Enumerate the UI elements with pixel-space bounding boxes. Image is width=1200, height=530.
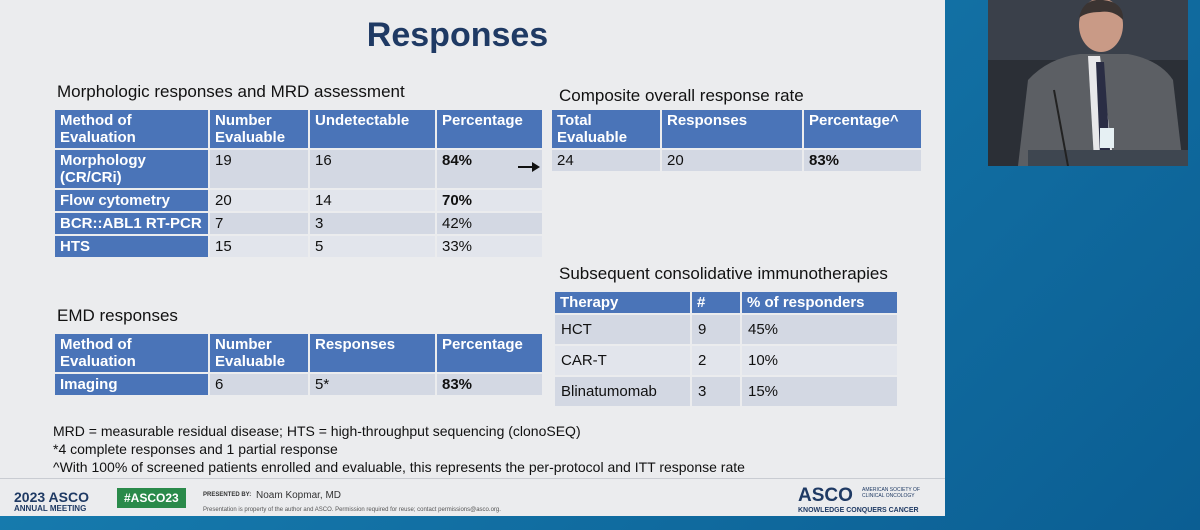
note: *4 complete responses and 1 partial resp… — [53, 441, 338, 457]
table-cell: 84% — [437, 150, 542, 188]
table-cell: 15% — [742, 377, 897, 406]
table-row: 24 20 83% — [552, 150, 921, 171]
meeting-name: ANNUAL MEETING — [14, 504, 87, 513]
presented-by: PRESENTED BY: — [203, 492, 252, 498]
heading: EMD responses — [57, 306, 178, 325]
table: Therapy #% of responders HCT 9 45% CAR-T 2 10% B… — [553, 290, 899, 408]
column-header: Percentage — [437, 110, 542, 148]
table-cell: 19 — [210, 150, 308, 188]
notes: MRD = measurable residual disease; HTS =… — [53, 423, 745, 477]
note: MRD = measurable residual disease; HTS =… — [53, 423, 581, 439]
table-row: Blinatumomab 3 15% — [555, 377, 897, 406]
table-cell: Blinatumomab — [555, 377, 690, 406]
slide-title: Responses — [366, 16, 549, 54]
table-cell: BCR::ABL1 RT-PCR — [55, 213, 208, 234]
table-cell: Flow cytometry — [55, 190, 208, 211]
heading: Morphologic responses and MRD assessment — [57, 82, 405, 101]
table-cell: Morphology (CR/CRi) — [55, 150, 208, 188]
table-row: HTS 15 5 33% — [55, 236, 542, 257]
heading: Subsequent consolidative immunotherapies — [559, 264, 888, 283]
header-row: Method of Evaluation Number Evaluable Unde… — [55, 110, 542, 148]
logo: ASCO — [798, 485, 853, 506]
column-header: % of responders — [742, 292, 897, 313]
column-header: # — [692, 292, 740, 313]
table-cell: 6 — [210, 374, 308, 395]
column-header: Percentage — [437, 334, 542, 372]
table-cell: CAR-T — [555, 346, 690, 375]
meeting-year: 2023 ASCO — [14, 489, 89, 505]
table: Method of Evaluation Number Evaluable Resp… — [53, 332, 544, 397]
table-cell: 14 — [310, 190, 435, 211]
disclaimer: Presentation is property of the author a… — [203, 507, 501, 513]
table-cell: 2 — [692, 346, 740, 375]
table-cell: 16 — [310, 150, 435, 188]
table-cell: 33% — [437, 236, 542, 257]
table-cell: 9 — [692, 315, 740, 344]
column-header: Total Evaluable — [552, 110, 660, 148]
table-cell: 5* — [310, 374, 435, 395]
column-header: Method of Evaluation — [55, 334, 208, 372]
slide: Responses Morphologic responses and MRD … — [0, 0, 945, 516]
column-header: Method of Evaluation — [55, 110, 208, 148]
note: ^With 100% of screened patients enrolled… — [53, 459, 745, 475]
footer: 2023 ASCO ANNUAL MEETING #ASCO23 PRESENT… — [0, 478, 945, 517]
table-row: HCT 9 45% — [555, 315, 897, 344]
table-cell: 20 — [210, 190, 308, 211]
header-row: Method of Evaluation Number Evaluable Resp… — [55, 334, 542, 372]
table-cell: 3 — [692, 377, 740, 406]
header-row: Therapy #% of responders — [555, 292, 897, 313]
table: Total Evaluable Responses Percentage^ 24 20 8… — [550, 108, 923, 173]
column-header: Undetectable — [310, 110, 435, 148]
speaker-video — [988, 0, 1188, 166]
tagline: KNOWLEDGE CONQUERS CANCER — [798, 507, 919, 514]
table-cell: HCT — [555, 315, 690, 344]
arrow — [518, 162, 540, 172]
presenter: Noam Kopmar, MD — [256, 490, 342, 501]
table-cell: 83% — [437, 374, 542, 395]
heading: Composite overall response rate — [559, 86, 804, 105]
table-cell: 7 — [210, 213, 308, 234]
table-row: BCR::ABL1 RT-PCR 7 3 42% — [55, 213, 542, 234]
table-cell: HTS — [55, 236, 208, 257]
column-header: Number Evaluable — [210, 110, 308, 148]
table: Method of Evaluation Number Evaluable Unde… — [53, 108, 544, 259]
column-header: Responses — [310, 334, 435, 372]
table-row: Flow cytometry 20 14 70% — [55, 190, 542, 211]
table-cell: 5 — [310, 236, 435, 257]
table-cell: 3 — [310, 213, 435, 234]
column-header: Therapy — [555, 292, 690, 313]
table-row: Imaging 6 5* 83% — [55, 374, 542, 395]
table-cell: 83% — [804, 150, 921, 171]
table-cell: Imaging — [55, 374, 208, 395]
table-row: Morphology (CR/CRi) 19 16 84% — [55, 150, 542, 188]
column-header: Percentage^ — [804, 110, 921, 148]
table-cell: 42% — [437, 213, 542, 234]
header-row: Total Evaluable Responses Percentage^ — [552, 110, 921, 148]
table-cell: 10% — [742, 346, 897, 375]
hashtag: #ASCO23 — [117, 488, 186, 508]
table-cell: 70% — [437, 190, 542, 211]
table-cell: 15 — [210, 236, 308, 257]
table-cell: 45% — [742, 315, 897, 344]
society: AMERICAN SOCIETY OF CLINICAL ONCOLOGY — [862, 487, 920, 499]
table-row: CAR-T 2 10% — [555, 346, 897, 375]
column-header: Responses — [662, 110, 802, 148]
table-cell: 20 — [662, 150, 802, 171]
table-cell: 24 — [552, 150, 660, 171]
column-header: Number Evaluable — [210, 334, 308, 372]
